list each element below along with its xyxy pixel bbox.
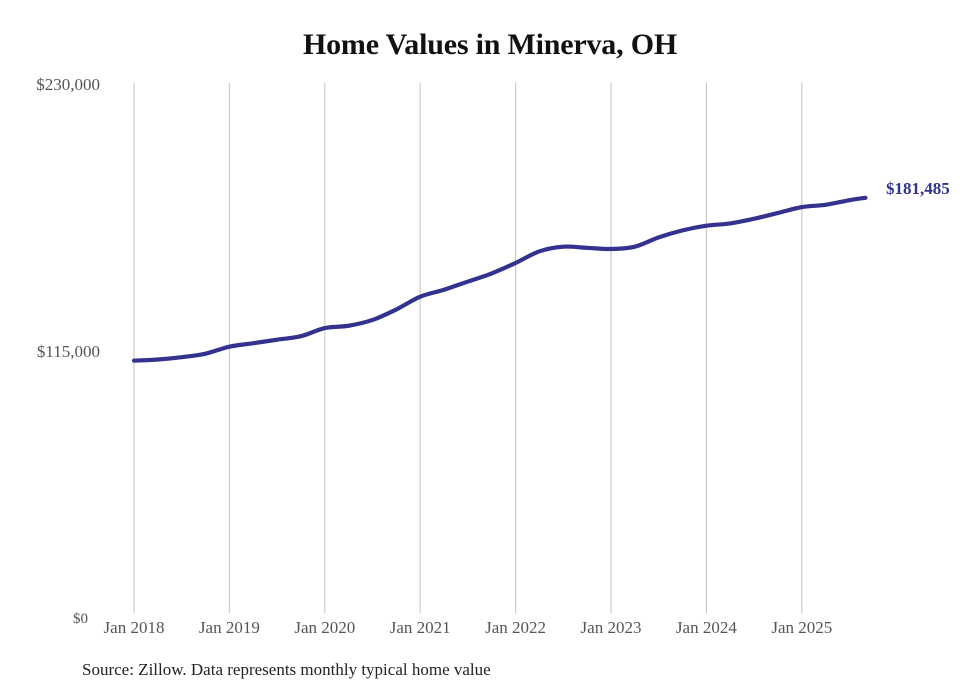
y-axis-tick-top: $230,000 (36, 75, 100, 94)
series-line-typical-home-value (131, 195, 868, 363)
x-axis-tick-label: Jan 2021 (389, 618, 451, 637)
gridlines (133, 83, 803, 613)
data-series-line (131, 195, 868, 363)
y-axis-tick-mid: $115,000 (36, 342, 100, 361)
x-axis-tick-label: Jan 2025 (771, 618, 833, 637)
end-point-value-label: $181,485 (886, 179, 950, 198)
x-axis-tick-label: Jan 2020 (294, 618, 356, 637)
x-axis-tick-label: Jan 2024 (675, 618, 737, 637)
chart-title: Home Values in Minerva, OH (303, 28, 677, 61)
x-axis-tick-label: Jan 2023 (580, 618, 642, 637)
x-axis-tick-label: Jan 2018 (103, 618, 165, 637)
x-axis-tick-label: Jan 2019 (198, 618, 260, 637)
x-axis-tick-label: Jan 2022 (485, 618, 547, 637)
y-axis-tick-zero: $0 (73, 611, 88, 627)
chart-caption: Source: Zillow. Data represents monthly … (82, 660, 491, 679)
